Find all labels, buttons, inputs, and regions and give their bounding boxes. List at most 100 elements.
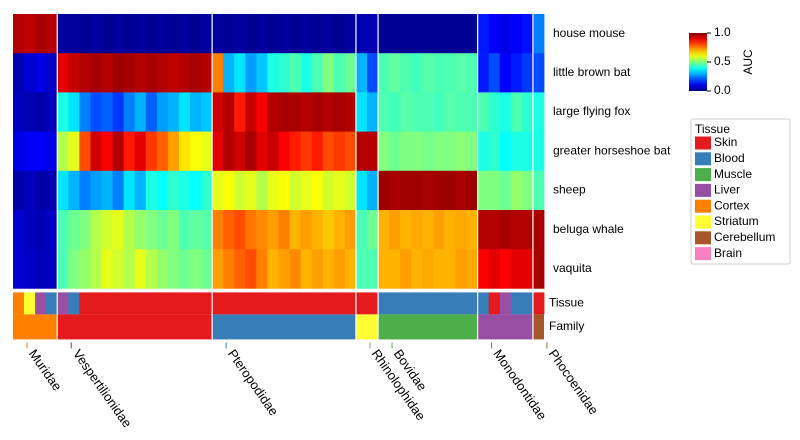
- heat-cell: [134, 249, 147, 289]
- heat-cell: [145, 53, 158, 93]
- heat-cell: [411, 210, 423, 250]
- heat-cell: [488, 14, 501, 54]
- heat-cell: [190, 170, 202, 211]
- heat-cell: [400, 210, 412, 250]
- tissue-cell: [79, 292, 91, 315]
- heat-cell: [322, 170, 335, 211]
- heat-cell: [24, 53, 36, 93]
- heat-cell: [156, 210, 169, 250]
- heat-cell: [355, 170, 368, 211]
- tissue-cell: [378, 292, 390, 315]
- tissue-cell: [145, 292, 158, 315]
- heat-cell: [344, 53, 357, 93]
- heat-cell: [521, 131, 534, 172]
- heat-cell: [35, 53, 47, 93]
- tissue-cell: [201, 292, 213, 315]
- heat-cell: [389, 14, 401, 54]
- tissue-cell: [389, 292, 401, 315]
- tissue-cell: [344, 292, 357, 315]
- heat-cell: [510, 14, 523, 54]
- heat-cell: [510, 53, 523, 93]
- family-cell: [57, 314, 213, 340]
- heatmap: [13, 14, 545, 289]
- heat-cell: [24, 249, 36, 289]
- heat-cell: [300, 14, 313, 54]
- heat-cell: [477, 92, 490, 132]
- heat-cell: [24, 131, 36, 172]
- heat-cell: [367, 92, 379, 132]
- heat-cell: [35, 170, 47, 211]
- heat-cell: [289, 14, 302, 54]
- tissue-cell: [156, 292, 169, 315]
- heat-cell: [234, 14, 246, 54]
- heat-cell: [444, 92, 456, 132]
- heat-cell: [488, 170, 501, 211]
- heat-cell: [145, 249, 158, 289]
- heat-cell: [333, 53, 346, 93]
- heat-cell: [389, 53, 401, 93]
- heat-cell: [466, 210, 479, 250]
- heat-cell: [101, 249, 113, 289]
- heat-cell: [90, 210, 102, 250]
- heat-cell: [134, 14, 147, 54]
- heat-cell: [57, 131, 69, 172]
- heat-cell: [322, 131, 335, 172]
- heat-cell: [46, 14, 58, 54]
- heat-cell: [411, 170, 423, 211]
- heat-cell: [333, 14, 346, 54]
- heat-cell: [433, 210, 445, 250]
- heat-cell: [411, 14, 423, 54]
- heat-cell: [256, 53, 268, 93]
- heat-cell: [289, 249, 302, 289]
- heat-cell: [466, 53, 479, 93]
- family-cell: [532, 314, 544, 340]
- row-label: little brown bat: [553, 65, 631, 79]
- heat-cell: [521, 14, 534, 54]
- heat-cell: [201, 210, 213, 250]
- heat-cell: [333, 170, 346, 211]
- heat-cell: [278, 249, 290, 289]
- annotation-label: Tissue: [549, 296, 584, 310]
- legend-label: Cortex: [714, 198, 749, 212]
- heat-cell: [400, 92, 412, 132]
- heat-cell: [389, 210, 401, 250]
- heat-cell: [68, 170, 80, 211]
- heat-cell: [101, 53, 113, 93]
- heat-cell: [201, 14, 213, 54]
- heat-cell: [455, 14, 467, 54]
- heat-cell: [344, 210, 357, 250]
- heat-cell: [444, 170, 456, 211]
- tissue-cell: [278, 292, 290, 315]
- heat-cell: [201, 249, 213, 289]
- heat-cell: [367, 14, 379, 54]
- heat-cell: [499, 210, 512, 250]
- heat-cell: [499, 249, 512, 289]
- heat-cell: [46, 131, 58, 172]
- heat-cell: [311, 210, 324, 250]
- tissue-cell: [134, 292, 147, 315]
- heat-cell: [267, 14, 279, 54]
- legend-label: Cerebellum: [714, 230, 775, 244]
- heat-cell: [245, 170, 257, 211]
- heat-cell: [322, 14, 335, 54]
- heat-cell: [411, 53, 423, 93]
- heat-cell: [532, 14, 545, 54]
- tissue-cell: [422, 292, 434, 315]
- heat-cell: [223, 131, 235, 172]
- legend-label: Skin: [714, 135, 737, 149]
- heat-cell: [145, 131, 158, 172]
- heat-cell: [190, 14, 202, 54]
- heat-cell: [245, 249, 257, 289]
- heat-cell: [367, 53, 379, 93]
- heat-cell: [201, 170, 213, 211]
- heat-cell: [57, 92, 69, 132]
- heat-cell: [322, 210, 335, 250]
- heat-cell: [123, 210, 136, 250]
- tissue-cell: [333, 292, 346, 315]
- heat-cell: [466, 170, 479, 211]
- heat-cell: [167, 210, 180, 250]
- heat-cell: [267, 210, 279, 250]
- heat-cell: [411, 249, 423, 289]
- tissue-cell: [267, 292, 279, 315]
- heat-cell: [212, 249, 224, 289]
